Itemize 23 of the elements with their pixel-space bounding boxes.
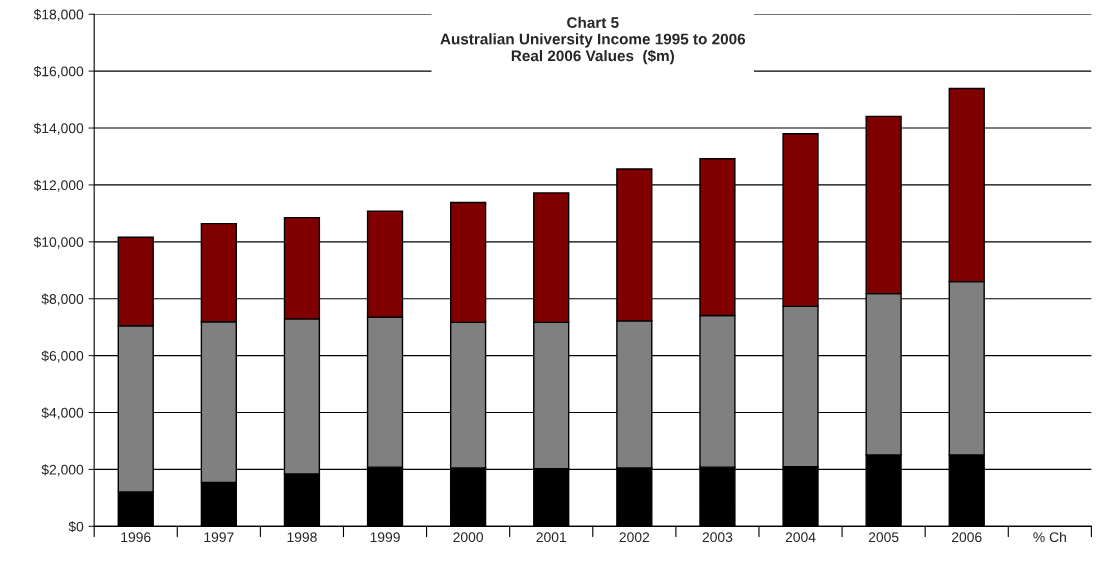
y-tick-label: $0	[68, 521, 84, 533]
y-tick-label: $12,000	[33, 179, 84, 192]
x-tick-label: % Ch	[1033, 531, 1066, 543]
x-tick-label: 1998	[287, 532, 317, 543]
x-tick-label: 1999	[370, 532, 400, 543]
x-tick-label: 2003	[702, 532, 733, 543]
x-tick-label: 2006	[951, 532, 982, 543]
x-tick-label: 2002	[619, 532, 650, 543]
x-tick-label: 1997	[204, 532, 234, 543]
x-tick-label: 2005	[868, 532, 899, 543]
x-tick-label: 1996	[121, 532, 151, 543]
y-tick-label: $16,000	[33, 65, 84, 78]
text: Chart 5 Australian University Income 1995 to 2006 Real 2006 Values ($m)	[440, 16, 746, 65]
y-tick-label: $18,000	[33, 8, 84, 22]
x-tick-label: 2001	[536, 532, 566, 543]
y-tick-label: $2,000	[41, 464, 84, 477]
y-tick-label: $4,000	[41, 407, 84, 420]
y-tick-label: $6,000	[41, 350, 84, 363]
y-tick-label: $8,000	[41, 293, 84, 306]
x-tick-label: 2004	[785, 532, 816, 543]
x-tick-label: 2000	[453, 532, 484, 543]
y-tick-label: $10,000	[33, 236, 84, 249]
y-tick-label: $14,000	[33, 122, 84, 135]
